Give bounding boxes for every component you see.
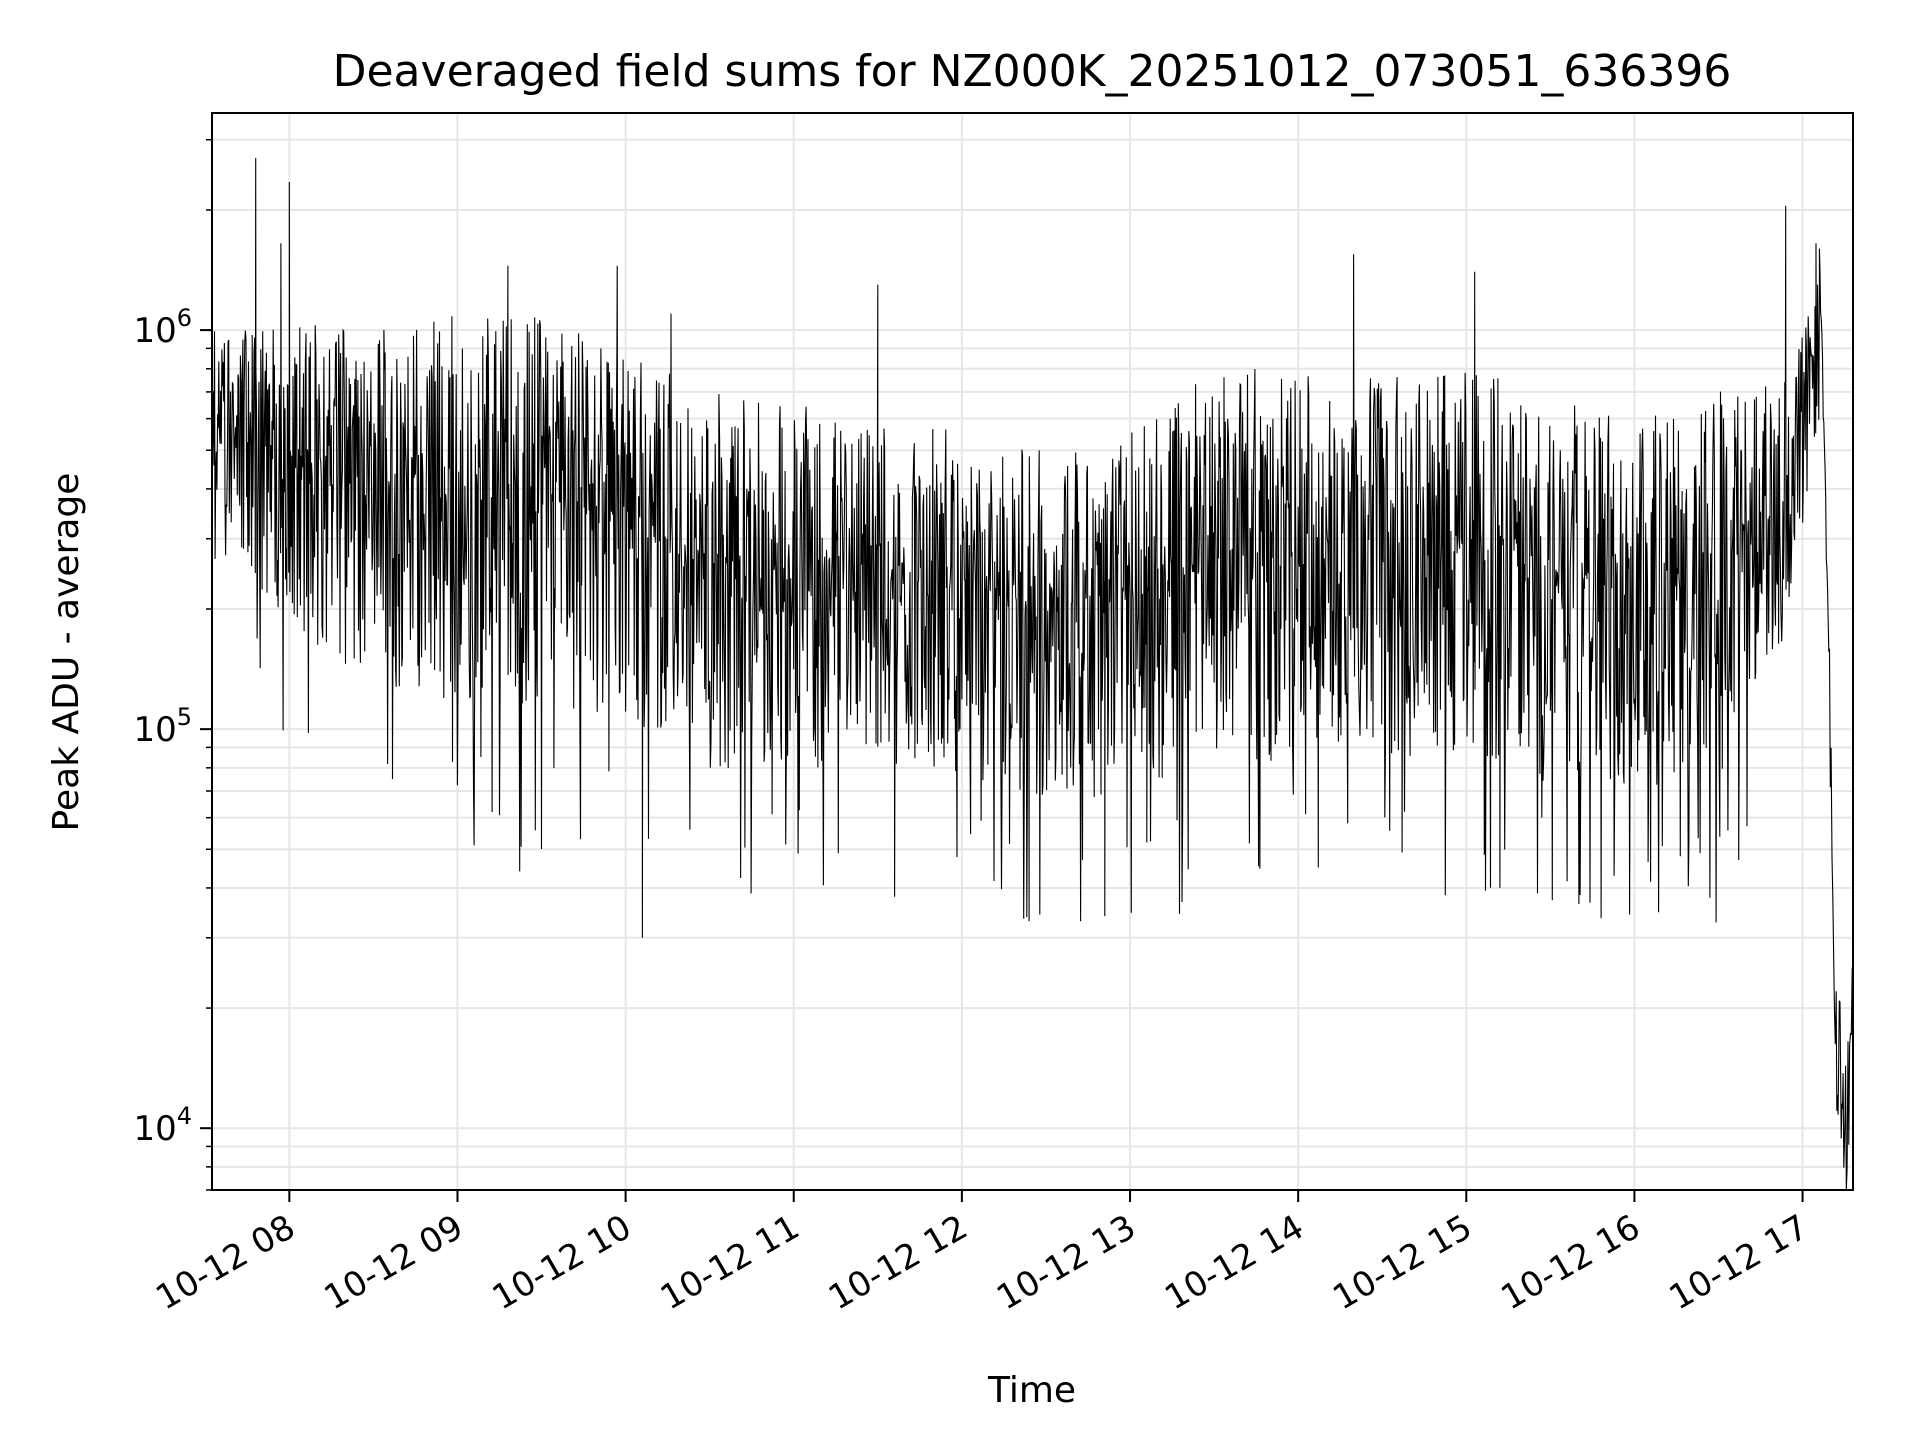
x-axis-label: Time xyxy=(987,1370,1076,1411)
series-line-field-sums xyxy=(211,157,1854,1191)
y-tick-label: 105 xyxy=(133,703,192,750)
series-layer xyxy=(211,157,1854,1191)
plot-frame xyxy=(211,112,1854,1191)
chart-title: Deaveraged field sums for NZ000K_2025101… xyxy=(333,46,1732,97)
y-tick-label: 104 xyxy=(133,1102,192,1149)
y-tick-label: 106 xyxy=(133,304,192,351)
y-axis-label: Peak ADU - average xyxy=(46,473,87,832)
grid-layer xyxy=(212,113,1853,1191)
